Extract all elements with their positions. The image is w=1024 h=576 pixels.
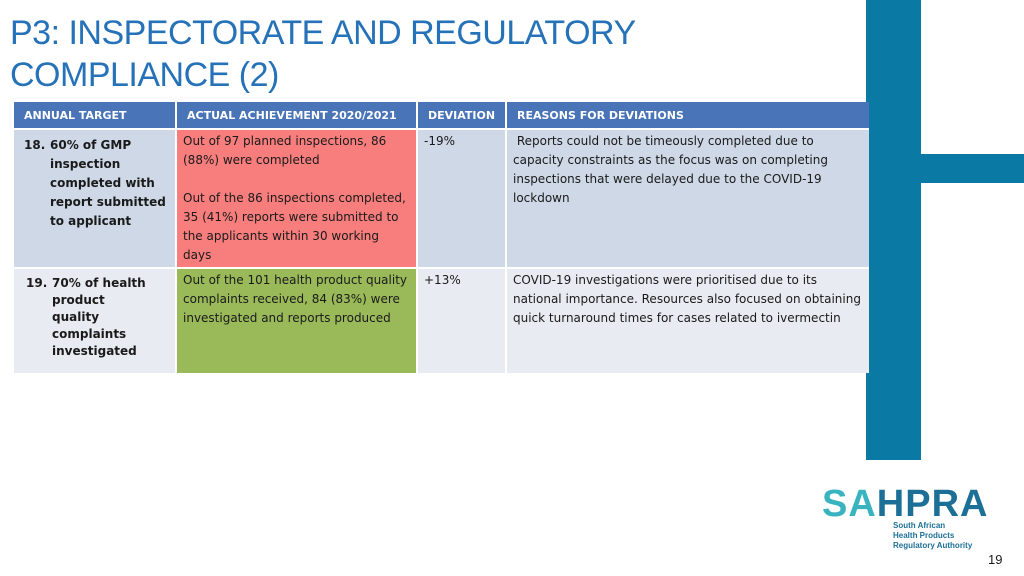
page-number: 19 (988, 552, 1003, 567)
slide-title: P3: INSPECTORATE AND REGULATORY COMPLIAN… (10, 12, 730, 96)
reason-cell: Reports could not be timeously completed… (507, 130, 869, 269)
target-text: 60% of GMP inspection completed with rep… (50, 138, 166, 228)
target-cell: 18. 60% of GMP inspection completed with… (14, 130, 175, 269)
table-row: 19. 70% of health product quality compla… (14, 269, 869, 373)
logo-subtitle: South African Health Products Regulatory… (893, 521, 973, 550)
decorative-vertical-bar (866, 0, 921, 460)
target-text: 70% of health product quality complaints… (52, 276, 146, 358)
achievement-cell: Out of the 101 health product quality co… (177, 269, 416, 373)
target-cell: 19. 70% of health product quality compla… (14, 269, 175, 373)
header-annual-target: ANNUAL TARGET (14, 102, 175, 130)
deviation-cell: +13% (418, 269, 505, 373)
target-number: 18. (24, 138, 46, 152)
header-actual-achievement: ACTUAL ACHIEVEMENT 2020/2021 (177, 102, 416, 130)
header-deviation: DEVIATION (418, 102, 505, 130)
decorative-horizontal-bar (866, 154, 1024, 183)
target-number: 19. (26, 276, 48, 290)
header-reasons: REASONS FOR DEVIATIONS (507, 102, 869, 130)
logo-wordmark: SAHPRA (822, 483, 989, 525)
table-row: 18. 60% of GMP inspection completed with… (14, 130, 869, 269)
achievement-text-2: Out of the 86 inspections completed, 35 … (183, 191, 406, 262)
title-line-2: COMPLIANCE (2) (10, 56, 279, 94)
achievement-text: Out of 97 planned inspections, 86 (88%) … (183, 134, 387, 167)
achievement-text: Out of the 101 health product quality co… (183, 273, 407, 325)
reason-cell: COVID-19 investigations were prioritised… (507, 269, 869, 373)
achievement-cell: Out of 97 planned inspections, 86 (88%) … (177, 130, 416, 269)
sahpra-logo: SAHPRA South African Health Products Reg… (822, 484, 992, 556)
performance-table: ANNUAL TARGET ACTUAL ACHIEVEMENT 2020/20… (12, 102, 871, 373)
deviation-cell: -19% (418, 130, 505, 269)
title-line-1: P3: INSPECTORATE AND REGULATORY (10, 14, 636, 52)
table-header-row: ANNUAL TARGET ACTUAL ACHIEVEMENT 2020/20… (14, 102, 869, 130)
